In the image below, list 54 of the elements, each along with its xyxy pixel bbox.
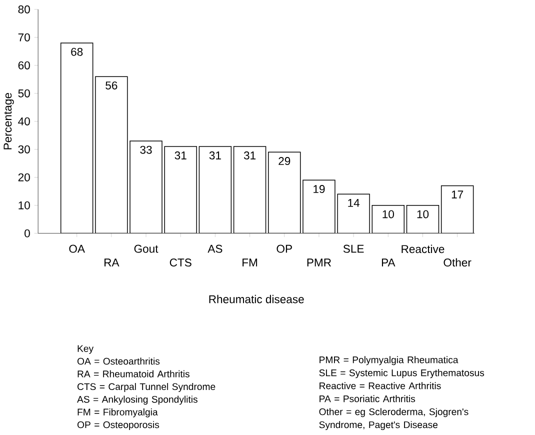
bar (372, 205, 405, 234)
y-tick-label: 40 (18, 118, 30, 126)
x-tick-label: PMR (307, 258, 331, 267)
x-axis-title: Rheumatic disease (209, 295, 304, 304)
x-tick-label: Gout (134, 244, 158, 253)
bar (60, 42, 94, 234)
text: SLE = Systemic Lupus Erythematosus (319, 369, 484, 378)
text: Key (78, 345, 94, 354)
data-label: 33 (140, 146, 152, 154)
text: PMR = Polymyalgia Rheumatica (320, 356, 458, 366)
text: PA = Psoriatic Arthritis (320, 395, 416, 402)
y-tick-label: 30 (18, 146, 30, 154)
data-label: 29 (278, 157, 290, 166)
text: FM = Fibromyalgia (78, 408, 158, 418)
x-tick-label: Other (444, 258, 472, 267)
text: CTS = Carpal Tunnel Syndrome (78, 383, 216, 392)
bar (406, 205, 440, 234)
x-tick-label: Reactive (402, 244, 444, 254)
x-tick-label: RA (104, 258, 120, 267)
y-tick-label: 20 (18, 174, 30, 182)
data-label: 68 (71, 48, 83, 56)
y-tick-label: 70 (18, 34, 30, 42)
data-label: 56 (106, 82, 118, 90)
text: OP = Osteoporosis (77, 421, 160, 430)
x-tick-label: FM (242, 258, 258, 267)
bar (198, 146, 232, 234)
y-tick-label: 80 (18, 6, 30, 14)
y-tick-label: 60 (18, 62, 30, 70)
data-label: 10 (417, 210, 429, 218)
x-tick-label: OA (69, 244, 85, 253)
y-tick-label: 0 (24, 229, 30, 238)
data-label: 31 (174, 152, 186, 160)
y-axis-title: Percentage (4, 93, 14, 150)
text: Other = eg Scleroderma, Sjogren's Syndrome, Paget's Disease (319, 408, 468, 430)
text: OA = Osteoarthritis (77, 358, 160, 365)
x-tick-label: AS (208, 244, 222, 253)
bar (233, 146, 266, 234)
text: Reactive = Reactive Arthritis (320, 382, 441, 390)
x-tick-label: PA (382, 258, 396, 267)
text: AS = Ankylosing Spondylitis (77, 396, 198, 405)
data-label: 19 (314, 185, 325, 194)
data-label: 10 (382, 210, 394, 218)
data-label: 31 (209, 152, 221, 160)
y-tick-label: 10 (18, 202, 30, 210)
data-label: 14 (348, 199, 360, 207)
text: RA = Rheumatoid Arthritis (78, 370, 190, 378)
bar (440, 186, 474, 234)
x-tick-label: OP (276, 244, 292, 253)
bar (268, 152, 301, 234)
x-tick-label: CTS (170, 258, 192, 267)
data-label: 17 (452, 190, 464, 199)
x-tick-label: SLE (343, 244, 364, 253)
y-tick-label: 50 (18, 90, 30, 98)
data-label: 31 (244, 152, 256, 160)
